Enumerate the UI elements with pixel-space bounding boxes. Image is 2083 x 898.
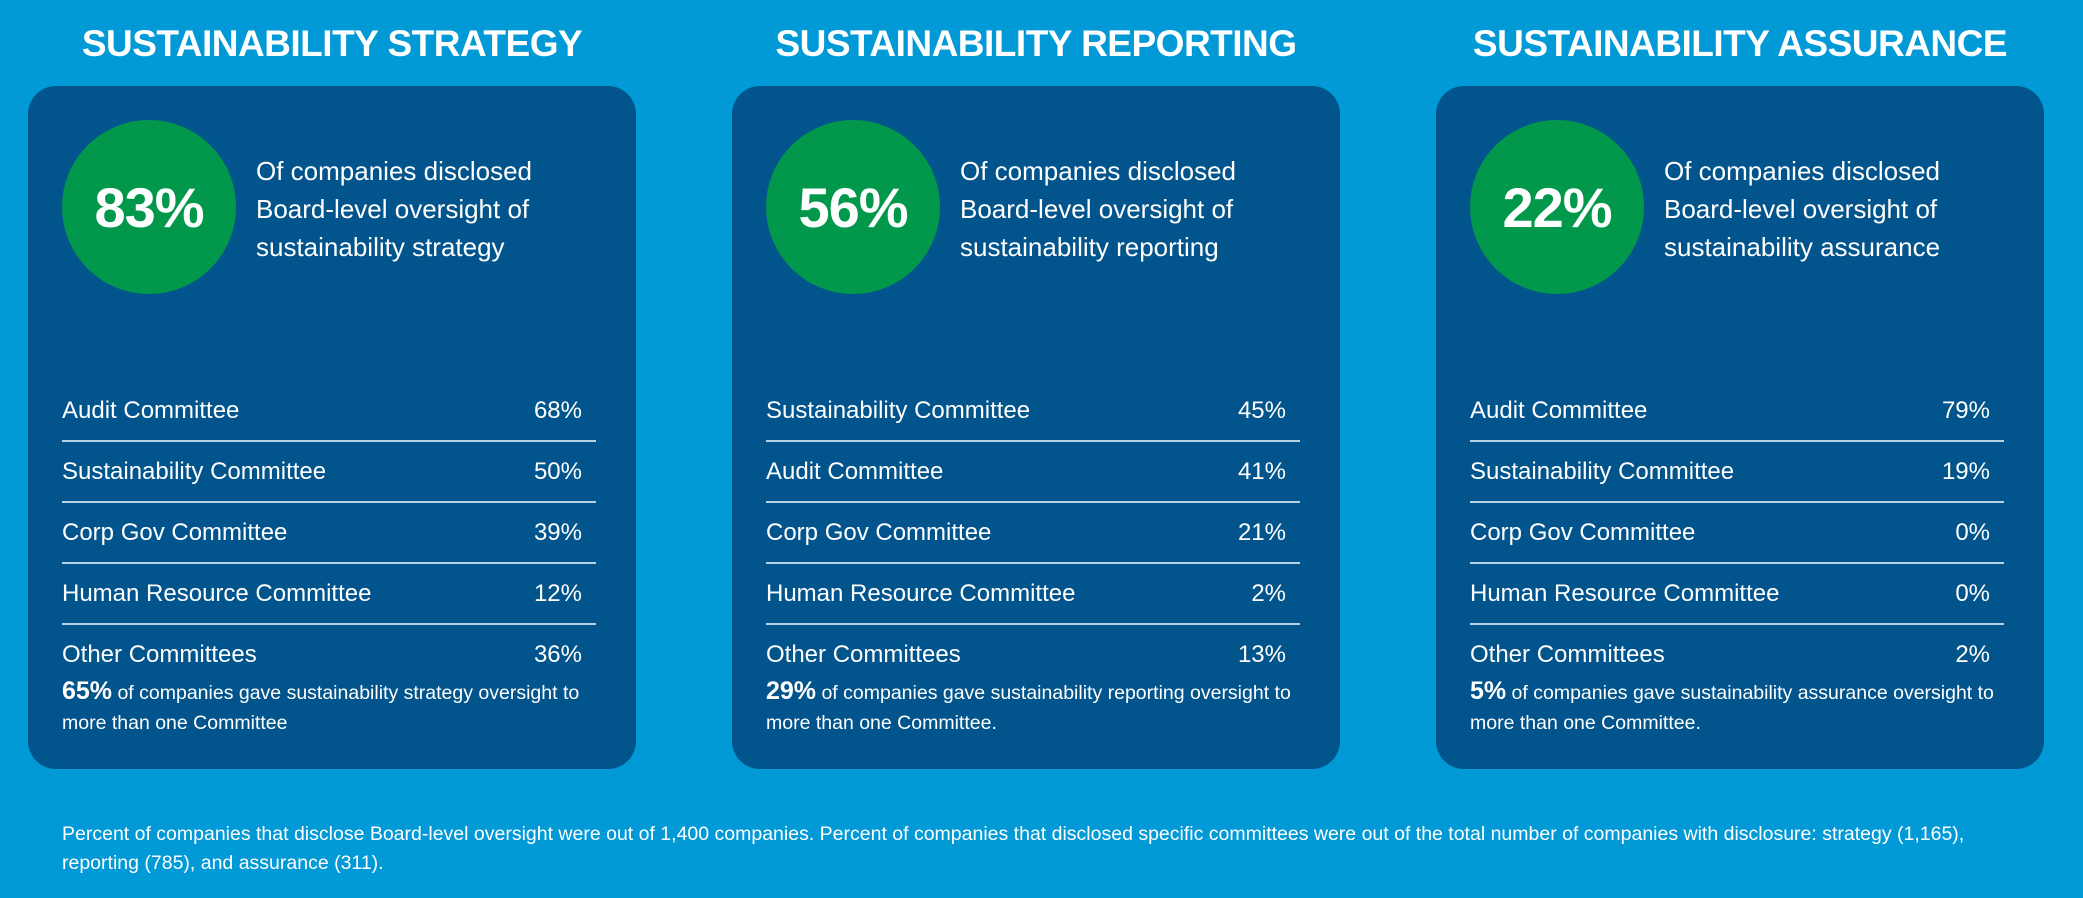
summary-description: of companies gave sustainability reporti… [766, 682, 1291, 734]
hero-description: Of companies disclosed Board-level overs… [256, 156, 533, 262]
committee-row: Human Resource Committee 2% [766, 564, 1300, 625]
committee-value: 0% [1955, 579, 1990, 607]
committee-name: Other Committees [766, 640, 961, 668]
committee-value: 19% [1941, 457, 1990, 485]
committee-value: 2% [1955, 640, 1990, 668]
summary-value: 65% [62, 677, 113, 705]
committee-row: Other Committees 2% [1470, 625, 2004, 684]
committee-value: 13% [1237, 640, 1286, 668]
hero-value: 22% [1502, 175, 1612, 239]
summary-description: of companies gave sustainability assuran… [1470, 682, 1994, 734]
committee-name: Human Resource Committee [1470, 579, 1780, 607]
summary-value: 5% [1470, 677, 1507, 705]
committee-value: 12% [533, 579, 582, 607]
committee-value: 2% [1251, 579, 1286, 607]
section-reporting: SUSTAINABILITY REPORTING 56% Of companie… [732, 0, 1340, 769]
committee-row: Human Resource Committee 0% [1470, 564, 2004, 625]
committee-name: Human Resource Committee [62, 579, 372, 607]
committee-value: 21% [1237, 518, 1286, 546]
committee-value: 41% [1237, 457, 1286, 485]
stat-card: 22% Of companies disclosed Board-level o… [1436, 86, 2044, 769]
hero-value: 56% [798, 175, 908, 239]
committee-name: Sustainability Committee [62, 457, 327, 485]
committee-name: Sustainability Committee [766, 396, 1031, 424]
hero-circle: 56% [766, 120, 940, 294]
committee-name: Corp Gov Committee [1470, 518, 1696, 546]
committee-name: Corp Gov Committee [766, 518, 992, 546]
committee-name: Corp Gov Committee [62, 518, 288, 546]
committee-row: Corp Gov Committee 21% [766, 503, 1300, 564]
section-assurance: SUSTAINABILITY ASSURANCE 22% Of companie… [1436, 0, 2044, 769]
committee-value: 45% [1237, 396, 1286, 424]
hero-stat: 83% Of companies disclosed Board-level o… [62, 120, 616, 294]
committee-row: Sustainability Committee 50% [62, 442, 596, 503]
committee-value: 79% [1941, 396, 1990, 424]
footnote: Percent of companies that disclose Board… [62, 823, 1965, 874]
committee-value: 39% [533, 518, 582, 546]
committee-list: Audit Committee 79% Sustainability Commit… [1470, 381, 2004, 684]
section-title: SUSTAINABILITY STRATEGY [81, 23, 583, 64]
hero-stat: 22% Of companies disclosed Board-level o… [1470, 120, 2024, 294]
committee-row: Audit Committee 68% [62, 381, 596, 442]
committee-name: Audit Committee [62, 396, 240, 424]
committee-value: 50% [533, 457, 582, 485]
committee-name: Sustainability Committee [1470, 457, 1735, 485]
stat-card: 83% Of companies disclosed Board-level o… [28, 86, 636, 769]
committee-value: 36% [533, 640, 582, 668]
hero-description: Of companies disclosed Board-level overs… [960, 156, 1237, 262]
section-strategy: SUSTAINABILITY STRATEGY 83% Of companies… [28, 0, 636, 769]
committee-row: Audit Committee 79% [1470, 381, 2004, 442]
committee-name: Audit Committee [766, 457, 944, 485]
committee-name: Human Resource Committee [766, 579, 1076, 607]
committee-row: Audit Committee 41% [766, 442, 1300, 503]
committee-row: Sustainability Committee 45% [766, 381, 1300, 442]
committee-name: Other Committees [1470, 640, 1665, 668]
committee-name: Audit Committee [1470, 396, 1648, 424]
section-title: SUSTAINABILITY ASSURANCE [1472, 23, 2008, 64]
committee-row: Corp Gov Committee 0% [1470, 503, 2004, 564]
hero-value: 83% [94, 175, 204, 239]
committee-list: Sustainability Committee 45% Audit Commit… [766, 381, 1300, 684]
committee-value: 68% [533, 396, 582, 424]
summary-description: of companies gave sustainability strateg… [62, 682, 580, 734]
committee-list: Audit Committee 68% Sustainability Commit… [62, 381, 596, 684]
hero-circle: 83% [62, 120, 236, 294]
committee-value: 0% [1955, 518, 1990, 546]
section-title: SUSTAINABILITY REPORTING [775, 23, 1297, 64]
stat-card: 56% Of companies disclosed Board-level o… [732, 86, 1340, 769]
committee-row: Corp Gov Committee 39% [62, 503, 596, 564]
hero-description: Of companies disclosed Board-level overs… [1664, 156, 1941, 262]
hero-stat: 56% Of companies disclosed Board-level o… [766, 120, 1320, 294]
summary-text: 5% of companies gave sustainability assu… [1470, 676, 2010, 738]
summary-text: 29% of companies gave sustainability rep… [766, 676, 1306, 738]
summary-text: 65% of companies gave sustainability str… [62, 676, 602, 738]
hero-circle: 22% [1470, 120, 1644, 294]
committee-row: Human Resource Committee 12% [62, 564, 596, 625]
committee-row: Other Committees 36% [62, 625, 596, 684]
committee-row: Other Committees 13% [766, 625, 1300, 684]
committee-row: Sustainability Committee 19% [1470, 442, 2004, 503]
committee-name: Other Committees [62, 640, 257, 668]
summary-value: 29% [766, 677, 817, 705]
